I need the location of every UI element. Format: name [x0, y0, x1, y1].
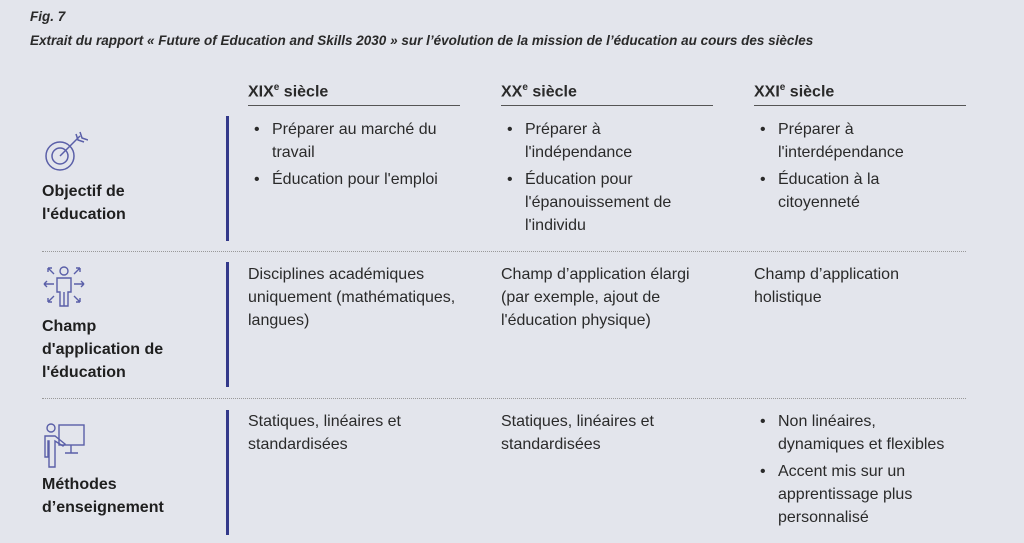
sup: e — [522, 82, 528, 93]
roman: XX — [501, 83, 523, 101]
target-arrow-icon — [45, 131, 88, 171]
column-header-21: XXIe siècle — [754, 82, 966, 107]
list-item: Éducation pour l'épanouissement de l'ind… — [501, 168, 691, 237]
row-label-objectif: Objectif de l'éducation — [42, 183, 126, 223]
row-separator — [42, 251, 966, 252]
row-label-champ: Champ d'application de l'éducation — [42, 318, 164, 381]
row-divider-bar — [226, 410, 229, 535]
cell: Champ d’application holistique — [754, 266, 899, 306]
person-expanding-arrows-icon — [43, 266, 85, 307]
roman: XXI — [754, 83, 780, 101]
column-header-19: XIXe siècle — [248, 82, 460, 107]
teacher-board-icon — [44, 423, 85, 468]
row-label-methodes: Méthodes d’enseignement — [42, 476, 164, 516]
row-separator — [42, 398, 966, 399]
list-item: Préparer à l'indépendance — [501, 118, 691, 164]
cell: Préparer à l'indépendance Éducation pour… — [501, 118, 691, 241]
cell: Champ d’application élargi (par exemple,… — [501, 266, 690, 329]
list-item: Accent mis sur un apprentissage plus per… — [754, 460, 979, 529]
list-item: Non linéaires, dynamiques et flexibles — [754, 410, 948, 456]
list-item: Éducation à la citoyenneté — [754, 168, 954, 214]
cell: Préparer à l'interdépendance Éducation à… — [754, 118, 954, 218]
cell: Statiques, linéaires et standardisées — [501, 413, 654, 453]
label: siècle — [785, 83, 835, 101]
sup: e — [779, 82, 786, 93]
label: siècle — [279, 83, 329, 101]
list-item: Préparer au marché du travail — [248, 118, 478, 164]
roman: XIX — [248, 83, 274, 101]
row-divider-bar — [226, 262, 229, 387]
figure-caption: Extrait du rapport « Future of Education… — [30, 33, 814, 48]
row-divider-bar — [226, 116, 229, 241]
sup: e — [273, 82, 280, 93]
label: siècle — [527, 83, 577, 101]
figure-number: Fig. 7 — [30, 9, 66, 24]
column-header-20: XXe siècle — [501, 82, 713, 107]
cell: Préparer au marché du travail Éducation … — [248, 118, 478, 195]
list-item: Éducation pour l'emploi — [248, 168, 478, 191]
cell: Disciplines académiques uniquement (math… — [248, 266, 456, 329]
list-item: Préparer à l'interdépendance — [754, 118, 954, 164]
cell: Non linéaires, dynamiques et flexibles A… — [754, 410, 979, 533]
cell: Statiques, linéaires et standardisées — [248, 413, 401, 453]
